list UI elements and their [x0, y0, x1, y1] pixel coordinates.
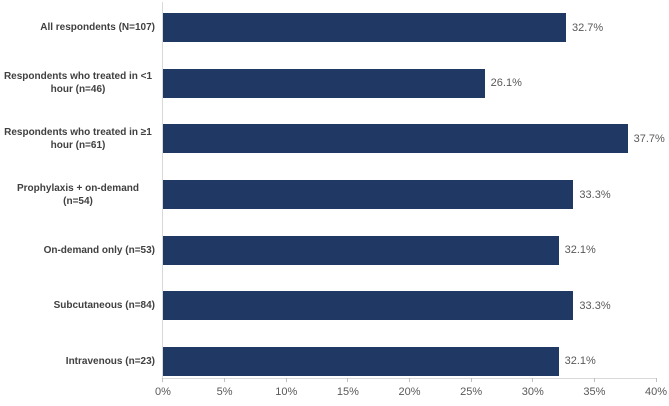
bar-row: Respondents who treated in <1 hour (n=46… — [0, 56, 669, 112]
value-label: 32.1% — [564, 244, 596, 257]
plot-cell: 33.3% — [163, 278, 656, 334]
category-label-cell: Prophylaxis + on-demand (n=54) — [0, 167, 163, 223]
bar-row: All respondents (N=107) 32.7% — [0, 0, 669, 56]
x-tick-label: 25% — [460, 386, 483, 398]
bar-rows: All respondents (N=107) 32.7% Respondent… — [0, 0, 669, 389]
category-label: Intravenous (n=23) — [65, 355, 155, 367]
value-label: 33.3% — [579, 299, 611, 312]
x-axis-tick: 25% — [460, 378, 482, 398]
plot-cell: 32.7% — [163, 0, 656, 56]
x-axis-tick: 30% — [522, 378, 544, 398]
bar-row: Prophylaxis + on-demand (n=54) 33.3% — [0, 167, 669, 223]
value-label: 33.3% — [579, 188, 611, 201]
bar: 33.3% — [163, 291, 611, 321]
category-label: All respondents (N=107) — [40, 22, 155, 34]
x-tick-label: 40% — [644, 386, 668, 398]
tick-mark — [532, 378, 534, 382]
bar: 32.1% — [163, 346, 596, 376]
category-label-cell: Subcutaneous (n=84) — [0, 278, 163, 334]
y-axis-line — [162, 2, 163, 378]
plot-cell: 33.3% — [163, 167, 656, 223]
category-label: Subcutaneous (n=84) — [53, 300, 155, 312]
bar-row: Respondents who treated in ≥1 hour (n=61… — [0, 111, 669, 167]
bar-row: Subcutaneous (n=84) 33.3% — [0, 278, 669, 334]
x-axis-tick: 15% — [337, 378, 359, 398]
bar-row: On-demand only (n=53) 32.1% — [0, 222, 669, 278]
tick-mark — [409, 378, 410, 382]
tick-mark — [162, 378, 164, 382]
plot-cell: 32.1% — [163, 222, 656, 278]
x-tick-label: 10% — [275, 386, 298, 398]
x-tick-label: 5% — [216, 386, 233, 398]
x-axis-tick: 40% — [645, 378, 667, 398]
tick-mark — [593, 378, 595, 382]
tick-mark — [655, 378, 657, 382]
category-label-cell: All respondents (N=107) — [0, 0, 163, 56]
value-label: 37.7% — [633, 132, 665, 145]
plot-cell: 37.7% — [163, 111, 665, 167]
value-label: 26.1% — [490, 77, 522, 90]
tick-mark — [347, 378, 349, 382]
x-axis: 0% 5% 10% 15% 20% 25% 30% 35% — [155, 378, 667, 406]
tick-mark — [285, 378, 287, 382]
tick-mark — [470, 378, 472, 382]
bar: 32.1% — [163, 235, 596, 265]
category-label: Respondents who treated in <1 hour (n=46… — [3, 71, 153, 96]
x-tick-label: 20% — [398, 386, 421, 398]
bar: 37.7% — [163, 124, 665, 154]
category-label: Prophylaxis + on-demand (n=54) — [17, 182, 139, 207]
x-axis-tick: 0% — [155, 378, 171, 398]
x-axis-tick: 5% — [217, 378, 233, 398]
plot-cell: 32.1% — [163, 333, 656, 389]
value-label: 32.7% — [572, 21, 604, 34]
category-label-cell: Intravenous (n=23) — [0, 333, 163, 389]
category-label-cell: On-demand only (n=53) — [0, 222, 163, 278]
plot-cell: 26.1% — [163, 56, 656, 112]
x-tick-label: 15% — [336, 386, 359, 398]
x-tick-label: 30% — [521, 386, 544, 398]
value-label: 32.1% — [564, 355, 596, 368]
category-label-cell: Respondents who treated in ≥1 hour (n=61… — [0, 111, 163, 167]
category-label: On-demand only (n=53) — [43, 244, 155, 256]
category-label-cell: Respondents who treated in <1 hour (n=46… — [0, 56, 163, 112]
x-axis-tick: 10% — [275, 378, 297, 398]
x-tick-label: 35% — [583, 386, 606, 398]
x-tick-label: 0% — [155, 386, 171, 398]
bar: 32.7% — [163, 13, 603, 43]
bar-row: Intravenous (n=23) 32.1% — [0, 333, 669, 389]
x-axis-tick: 20% — [398, 378, 421, 398]
x-axis-tick: 35% — [583, 378, 605, 398]
category-label: Respondents who treated in ≥1 hour (n=61… — [4, 126, 152, 151]
tick-mark — [224, 378, 226, 382]
bar: 26.1% — [163, 68, 522, 98]
bar: 33.3% — [163, 180, 611, 210]
